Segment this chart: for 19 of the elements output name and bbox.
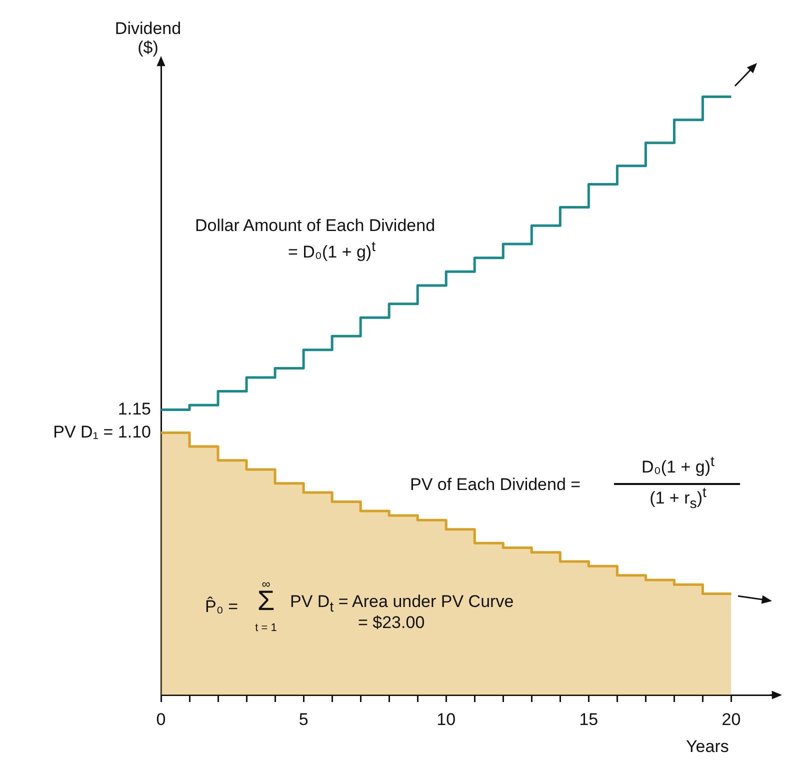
annotation: P̂₀ = [205,597,238,617]
x-tick-label: 20 [722,710,741,729]
x-axis-title: Years [686,737,729,757]
y-tick-label: PV D₁ = 1.10 [53,422,151,442]
x-tick-label: 15 [579,710,598,729]
annotation: = D₀(1 + g)$^{t}$ [288,239,376,262]
annotation: ∞ [262,577,270,591]
x-tick-label: 5 [298,710,308,729]
x-tick-label: 10 [436,710,456,729]
annotation: = $23.00 [358,613,425,633]
y-axis-title: Dividend ($) [114,19,182,58]
y-tick-label: 1.15 [118,399,151,418]
annotation: (1 + r$_{s}$)$^{t}$ [650,485,706,513]
annotation: D₀(1 + g)$^{t}$ [642,454,714,478]
annotation: PV of Each Dividend = [410,475,581,495]
annotation: PV D$_{t}$ = Area under PV Curve [290,592,514,616]
annotation: t = 1 [255,622,277,634]
annotation: Dollar Amount of Each Dividend [195,216,436,236]
x-tick-label: 0 [156,710,166,729]
